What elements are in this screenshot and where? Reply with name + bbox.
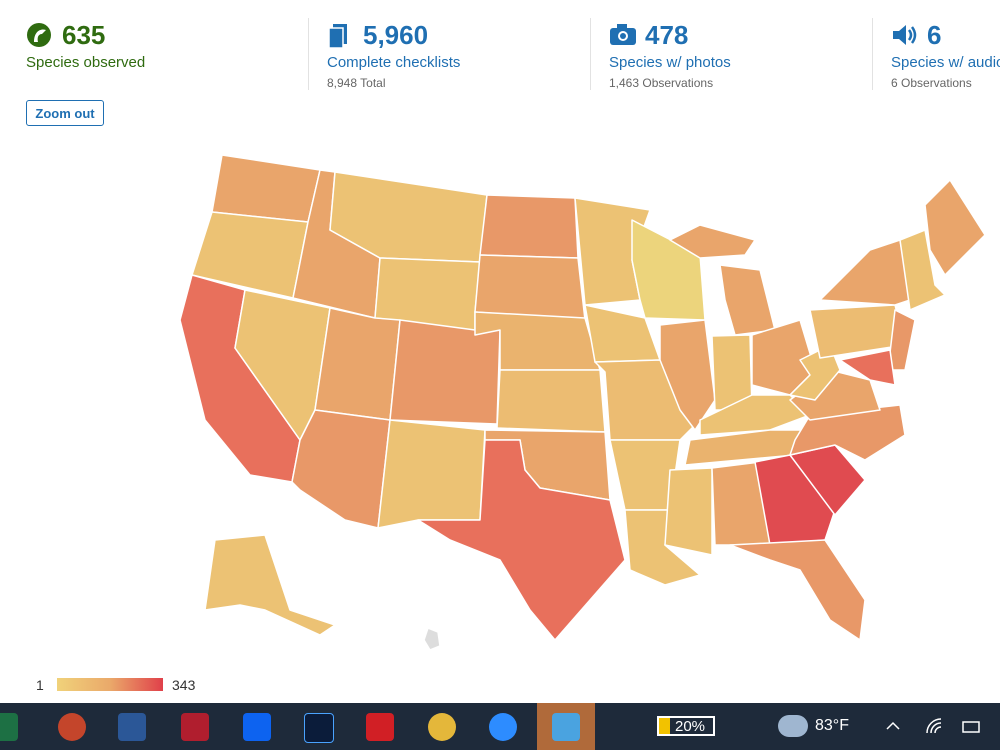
app-icon[interactable] [552, 713, 580, 741]
stat-label: Species observed [26, 54, 146, 71]
icon [893, 25, 917, 45]
us-map [179, 154, 986, 651]
wifi[interactable] [925, 717, 945, 735]
stat-sub: 8,948 Total [327, 76, 386, 90]
stat-value: 478 [645, 20, 689, 50]
state[interactable] [664, 467, 713, 556]
stat-label: Complete checklists [327, 54, 461, 71]
state[interactable] [496, 369, 606, 433]
states [179, 154, 986, 651]
app-icon[interactable] [366, 713, 394, 741]
state[interactable] [669, 224, 756, 259]
app-icon[interactable] [304, 713, 334, 743]
state[interactable] [719, 264, 776, 336]
state[interactable] [377, 419, 486, 529]
state[interactable] [899, 229, 946, 311]
state[interactable] [423, 627, 441, 651]
legend-max: 343 [172, 677, 196, 693]
state[interactable] [729, 539, 866, 641]
state[interactable] [754, 454, 836, 546]
app-icon[interactable] [428, 713, 456, 741]
battery[interactable]: 20% [657, 716, 715, 736]
stat-audio: 6 Species w/ audio 6 Observations [891, 18, 1000, 92]
state[interactable] [417, 439, 626, 641]
state[interactable] [479, 194, 579, 259]
state[interactable] [659, 319, 716, 431]
icon [328, 24, 347, 48]
app-icon[interactable] [58, 713, 86, 741]
stat-sub: 6 Observations [891, 76, 972, 90]
state[interactable] [474, 254, 586, 321]
app-icon[interactable] [118, 713, 146, 741]
divider [590, 18, 591, 90]
state[interactable] [211, 154, 321, 223]
icon [610, 24, 636, 45]
app-icon[interactable] [489, 713, 517, 741]
state[interactable] [819, 239, 911, 306]
state[interactable] [389, 319, 501, 425]
icon [27, 23, 51, 47]
app-icon[interactable] [0, 713, 18, 741]
stat-label: Species w/ photos [609, 54, 731, 71]
battery-level [659, 718, 670, 734]
taskbar: 20% 83°F [0, 703, 1000, 750]
state[interactable] [291, 409, 391, 529]
stat-value: 6 [927, 20, 942, 50]
stat-species: 635 Species observed [26, 18, 296, 92]
weather-text[interactable]: 83°F [815, 717, 849, 734]
legend-min: 1 [36, 677, 44, 693]
stat-label: Species w/ audio [891, 54, 1000, 71]
stat-sub: 1,463 Observations [609, 76, 714, 90]
weather-icon[interactable] [778, 715, 808, 737]
state[interactable] [204, 534, 336, 636]
stat-photos: 478 Species w/ photos 1,463 Observations [609, 18, 879, 92]
app-icon[interactable] [181, 713, 209, 741]
power[interactable] [962, 719, 984, 735]
stat-value: 635 [62, 20, 106, 50]
stat-checklists: 5,960 Complete checklists 8,948 Total [327, 18, 597, 92]
app-icon[interactable] [243, 713, 271, 741]
battery-text: 20% [675, 718, 706, 735]
divider [308, 18, 309, 90]
chevron[interactable] [885, 719, 901, 733]
zoom-out-button[interactable]: Zoom out [26, 100, 104, 126]
stat-value: 5,960 [363, 20, 429, 50]
state[interactable] [314, 307, 401, 421]
divider [872, 18, 873, 90]
state[interactable] [924, 179, 986, 276]
legend-gradient [57, 678, 163, 691]
state[interactable] [839, 349, 896, 386]
